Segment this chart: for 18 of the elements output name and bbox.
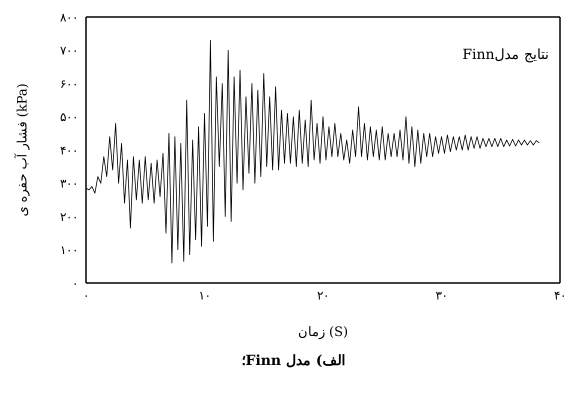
y-tick-label: ۰	[72, 276, 78, 290]
x-tick-label: ۲۰	[317, 288, 329, 303]
x-tick-label: ۴۰	[554, 288, 566, 303]
y-tick-label: ۷۰۰	[60, 44, 78, 58]
y-tick-label: ۸۰۰	[60, 10, 78, 24]
y-tick-label: ۲۰۰	[60, 210, 78, 224]
y-tick-label: ۱۰۰	[60, 243, 78, 258]
x-tick-label: ۳۰	[436, 288, 448, 303]
x-tick-label: ۰	[83, 288, 89, 303]
y-tick-label: ۳۰۰	[60, 176, 78, 191]
y-tick-label: ۶۰۰	[60, 76, 78, 91]
y-tick-label: ۵۰۰	[60, 110, 78, 124]
x-axis-title: زمان (S)	[298, 325, 348, 340]
x-tick-label: ۱۰	[198, 288, 210, 303]
y-tick-label: ۴۰۰	[60, 143, 78, 158]
y-axis-title: فشار آب حفره ی (kPa)	[14, 83, 31, 217]
annotation: نتایج مدلFinn	[462, 46, 549, 63]
text: الف) مدل Finn؛	[240, 352, 346, 369]
